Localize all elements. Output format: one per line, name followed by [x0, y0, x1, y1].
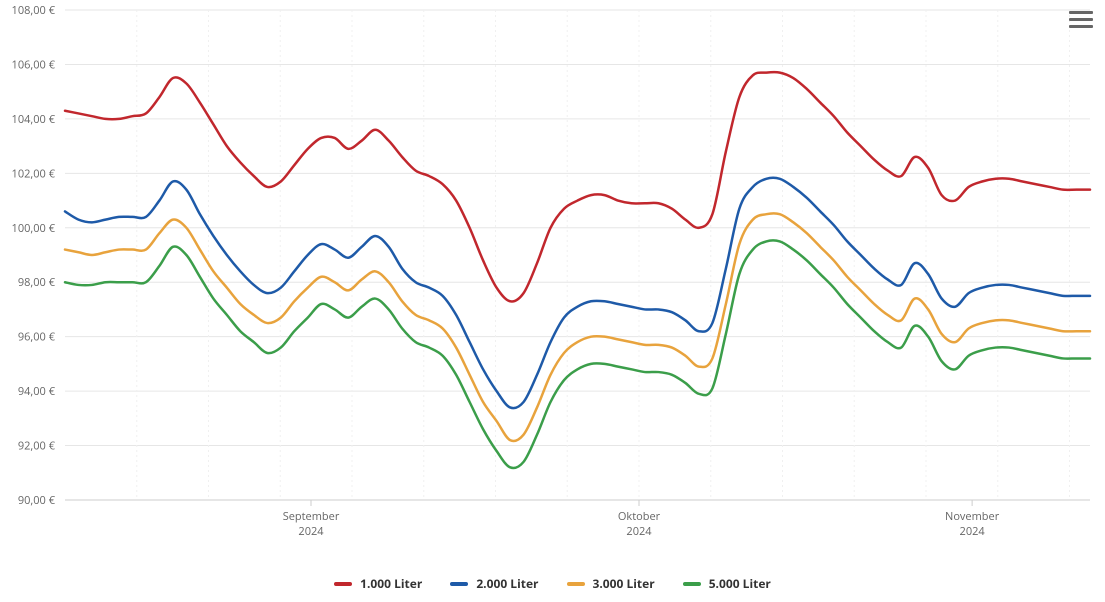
y-tick-label: 96,00 €	[18, 330, 56, 345]
chart-svg: 90,00 € 92,00 € 94,00 € 96,00 € 98,00 € 100,0…	[0, 0, 1105, 562]
series-line	[65, 213, 1090, 441]
legend-item[interactable]: 5.000 Liter	[683, 575, 771, 592]
y-tick-label: 104,00 €	[12, 112, 56, 127]
x-tick-label-month: September	[283, 509, 340, 524]
legend-swatch	[683, 582, 701, 586]
series-line	[65, 178, 1090, 408]
x-tick-label-month: November	[945, 509, 1000, 524]
legend: 1.000 Liter 2.000 Liter 3.000 Liter 5.000 L…	[0, 575, 1105, 592]
chart-menu-button[interactable]	[1069, 8, 1093, 30]
legend-label: 3.000 Liter	[593, 575, 655, 592]
legend-label: 5.000 Liter	[709, 575, 771, 592]
legend-swatch	[567, 582, 585, 586]
series-line	[65, 240, 1090, 468]
legend-swatch	[450, 582, 468, 586]
y-tick-label: 92,00 €	[18, 439, 56, 454]
price-chart: 90,00 € 92,00 € 94,00 € 96,00 € 98,00 € 100,0…	[0, 0, 1105, 602]
y-tick-label: 100,00 €	[12, 221, 56, 236]
y-tick-label: 98,00 €	[18, 275, 56, 290]
x-tick-label-year: 2024	[960, 524, 986, 539]
legend-swatch	[334, 582, 352, 586]
legend-item[interactable]: 2.000 Liter	[450, 575, 538, 592]
x-tick-label-month: Oktober	[618, 509, 661, 524]
series-line	[65, 72, 1090, 301]
legend-item[interactable]: 3.000 Liter	[567, 575, 655, 592]
y-tick-label: 90,00 €	[18, 493, 56, 508]
x-tick-label-year: 2024	[626, 524, 652, 539]
y-tick-label: 102,00 €	[12, 166, 56, 181]
legend-label: 2.000 Liter	[476, 575, 538, 592]
x-tick-label-year: 2024	[298, 524, 324, 539]
y-tick-label: 106,00 €	[12, 57, 56, 72]
y-tick-label: 94,00 €	[18, 384, 56, 399]
legend-item[interactable]: 1.000 Liter	[334, 575, 422, 592]
legend-label: 1.000 Liter	[360, 575, 422, 592]
y-tick-label: 108,00 €	[12, 3, 56, 18]
